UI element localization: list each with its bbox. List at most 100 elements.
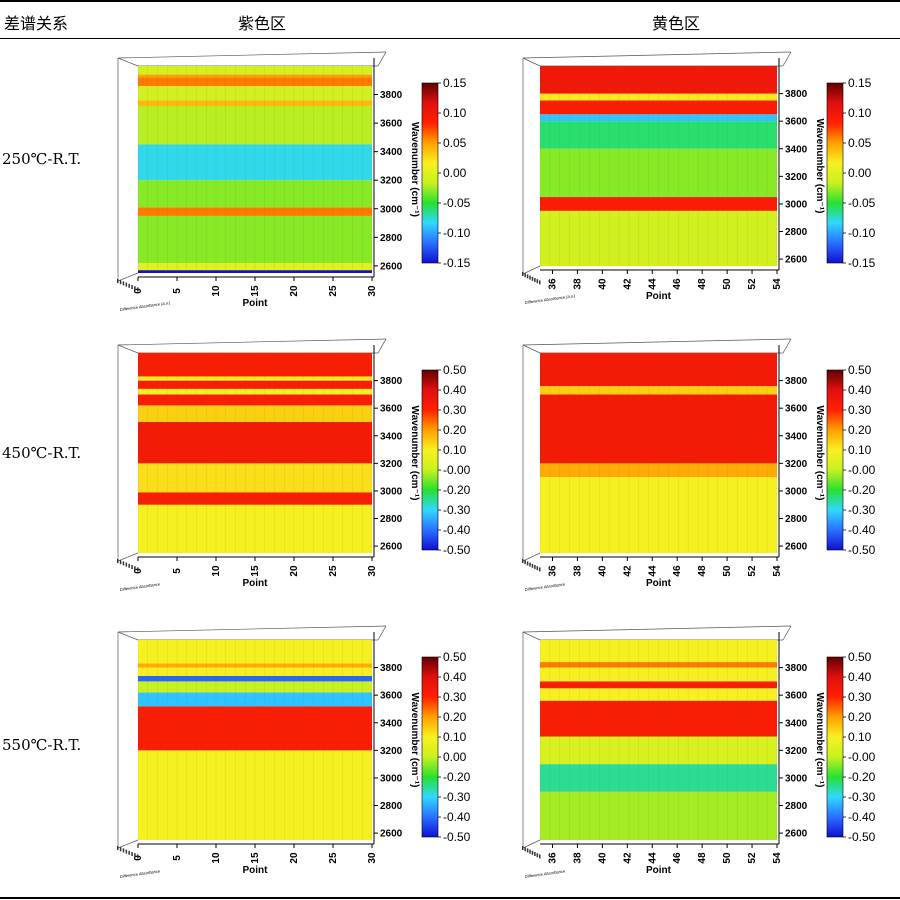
x-tick-label: 38 [572,278,583,290]
x-axis: 051015202530Point [133,556,378,589]
colorbar-tick-label: 0.10 [848,106,872,120]
y-tick-label: 3200 [785,172,808,183]
x-tick-label: 25 [328,852,339,864]
surface-band-0 [138,504,372,553]
x-tick-label: 30 [367,285,378,297]
x-tick-label: 40 [597,278,608,290]
y-tick-label: 3600 [785,404,808,415]
surface-band-4 [540,114,777,122]
colorbar: -0.50 -0.40 -0.30 -0.20 0.00 0.10 0.20 0.30 0.40… [421,650,471,844]
colorbar-tick-label: -0.30 [848,503,876,517]
surface-band-10 [138,74,372,78]
y-axis-title: Wavenumber (cm⁻¹) [814,406,825,501]
x-tick-label: 38 [572,565,583,577]
surface-band-7 [138,100,372,106]
x-tick-label: 15 [250,852,261,864]
colorbar-gradient [421,656,439,838]
surface-band-5 [138,394,372,406]
x-axis-title: Point [646,865,672,876]
x-tick-label: 40 [597,852,608,864]
chart-r1-purple: 2600 2800 3000 3200 3400 3600 3800 Wavenumber (… [117,51,471,312]
colorbar-tick-label: -0.50 [443,543,471,557]
surface-band-3 [540,700,777,737]
surface-band-2 [138,692,372,707]
colorbar: -0.50 -0.40 -0.30 -0.20 -0.00 0.10 0.20 0.30 0.4… [421,363,471,557]
x-axis: 36 38 40 42 44 46 48 50 52 54 Point [540,843,783,876]
colorbar-tick-label: 0.40 [443,670,467,684]
x-tick-label: 5 [172,855,183,861]
y-axis-title: Wavenumber (cm⁻¹) [409,122,420,217]
x-tick-label: 50 [722,565,733,577]
y-axis-title: Wavenumber (cm⁻¹) [814,119,825,214]
colorbar: -0.15 -0.10 -0.05 0.00 0.05 0.10 0.15 [826,76,876,270]
x-axis-title: Point [646,291,672,302]
surface-band-6 [540,93,777,101]
x-tick-label: 48 [697,278,708,290]
surface [138,640,372,840]
x-tick-label: 5 [172,288,183,294]
colorbar-tick-label: -0.50 [848,543,876,557]
colorbar: -0.15 -0.10 -0.05 0.00 0.05 0.10 0.15 [421,76,471,270]
surface-band-5 [138,667,372,676]
y-tick-label: 2800 [380,514,403,525]
x-tick-label: 10 [211,285,222,297]
header-yellow-zone: 黄色区 [652,14,701,33]
x-tick-label: 52 [747,278,758,290]
y-tick-label: 3400 [785,431,808,442]
colorbar-gradient [826,82,844,264]
x-tick-label: 36 [547,278,558,290]
surface-band-1 [138,263,372,271]
x-tick-label: 52 [747,565,758,577]
surface-band-3 [138,207,372,216]
surface-band-8 [138,85,372,101]
y-tick-label: 3600 [380,119,403,130]
x-axis-title: Point [243,298,269,309]
colorbar-tick-label: 0.50 [848,650,872,664]
table-header-rule [0,38,900,39]
chart-r2-purple: 2600 2800 3000 3200 3400 3600 3800 Wavenumber (… [117,338,471,592]
header-difference-relation: 差谱关系 [4,14,69,33]
y-tick-label: 3200 [785,746,808,757]
x-tick-label: 52 [747,852,758,864]
x-tick-label: 40 [597,565,608,577]
surface-band-0 [138,270,372,273]
y-axis: 2600 2800 3000 3200 3400 3600 3800 Wavenumber (… [373,58,420,277]
y-axis: 2600 2800 3000 3200 3400 3600 3800 Wavenumber (… [373,345,420,557]
y-tick-label: 2800 [785,514,808,525]
x-tick-label: 46 [672,565,683,577]
colorbar-tick-label: 0.05 [443,136,467,150]
colorbar-tick-label: 0.40 [848,383,872,397]
colorbar-tick-label: 0.20 [443,423,467,437]
x-axis: 051015202530Point [133,843,378,876]
y-tick-label: 3400 [380,718,403,729]
x-tick-label: 50 [722,278,733,290]
colorbar-tick-label: -0.30 [443,790,471,804]
surface-band-2 [540,148,777,198]
colorbar-tick-label: -0.05 [443,196,471,210]
x-tick-label: 15 [250,565,261,577]
colorbar-tick-label: 0.00 [848,166,872,180]
x-tick-label: 44 [647,278,658,290]
colorbar-tick-label: -0.50 [443,830,471,844]
y-tick-label: 3000 [380,204,403,215]
y-axis-title: Wavenumber (cm⁻¹) [409,406,420,501]
y-tick-label: 2600 [380,261,403,272]
y-tick-label: 2600 [785,542,808,553]
surface-band-2 [540,736,777,765]
z-axis-title: Difference Absorbance (a.u.) [524,293,576,305]
x-axis-title: Point [646,578,672,589]
colorbar-tick-label: -0.15 [848,256,876,270]
colorbar-tick-label: -0.10 [848,226,876,240]
y-tick-label: 2600 [785,255,808,266]
colorbar-tick-label: 0.50 [443,363,467,377]
colorbar-tick-label: 0.20 [848,423,872,437]
surface-band-1 [540,764,777,792]
surface-band-7 [540,66,777,94]
colorbar-tick-label: -0.00 [848,750,876,764]
chart-r1-yellow: 2600 2800 3000 3200 3400 3600 3800 Wavenumber (… [522,51,876,305]
colorbar-tick-label: 0.10 [443,730,467,744]
z-axis-title: Difference Absorbance [119,581,161,592]
colorbar-tick-label: 0.30 [848,403,872,417]
y-tick-label: 3000 [380,773,403,784]
surface-band-7 [138,380,372,389]
